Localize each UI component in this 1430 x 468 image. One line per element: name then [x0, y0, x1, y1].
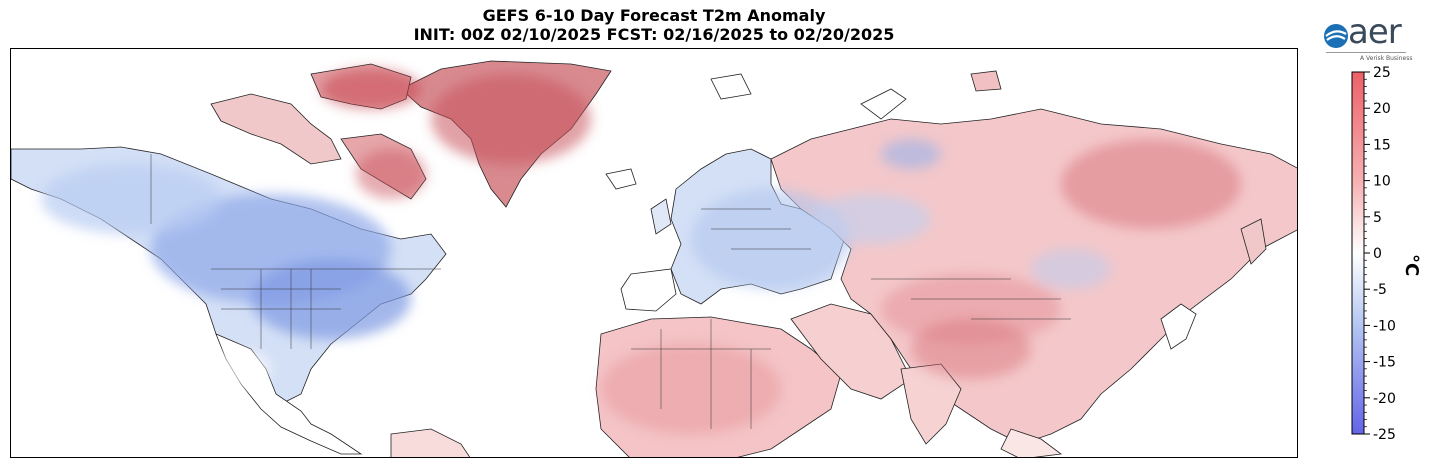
logo-tagline: A Verisk Business — [1360, 55, 1413, 62]
chart-title: GEFS 6-10 Day Forecast T2m Anomaly — [482, 6, 826, 25]
colorbar-tick-label: -25 — [1373, 427, 1396, 443]
chart-subtitle: INIT: 00Z 02/10/2025 FCST: 02/16/2025 to… — [413, 25, 895, 44]
logo-brand: aer — [1348, 12, 1402, 52]
colorbar-tick-label: 10 — [1373, 174, 1391, 190]
borders — [150, 154, 1071, 429]
colorbar-unit: °C — [1401, 254, 1422, 276]
colorbar-tick-label: 20 — [1373, 101, 1391, 117]
colorbar-gradient — [1351, 71, 1365, 435]
anomaly-field — [41, 69, 1241, 434]
colorbar-tick-label: 0 — [1373, 246, 1382, 262]
colorbar-tick-label: -5 — [1373, 282, 1387, 298]
colorbar-tick-label: 15 — [1373, 137, 1391, 153]
aer-swirl-icon — [1324, 24, 1348, 48]
colorbar-tick-label: -20 — [1373, 391, 1396, 407]
logo-divider — [1326, 52, 1406, 53]
map-canvas — [11, 60, 1297, 457]
colorbar-tick-label: -10 — [1373, 318, 1396, 334]
colorbar-tick-label: 5 — [1373, 210, 1382, 226]
colorbar-tick-label: 25 — [1373, 65, 1391, 81]
colorbar-tick-label: -15 — [1373, 355, 1396, 371]
forecast-map — [10, 48, 1298, 458]
aer-logo: aer A Verisk Business — [1318, 12, 1413, 66]
colorbar: 25 20 15 10 5 0 -5 -10 -15 -20 -25 °C — [1340, 62, 1430, 447]
